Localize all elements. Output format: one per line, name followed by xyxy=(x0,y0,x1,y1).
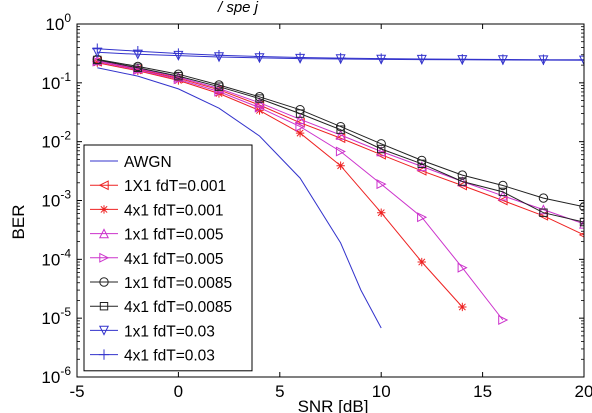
series-8-point-7 xyxy=(376,53,387,64)
series-4-point-9 xyxy=(457,262,468,273)
series-line-0 xyxy=(97,67,382,329)
series-3-point-11 xyxy=(538,204,549,215)
series-2-point-0 xyxy=(93,58,102,67)
series-6-point-7 xyxy=(377,144,386,154)
series-8-point-5 xyxy=(294,52,306,63)
series-4-point-8 xyxy=(417,212,428,223)
series-3-point-7 xyxy=(376,146,387,157)
legend-label-7: 1x1 fdT=0.03 xyxy=(124,323,215,340)
series-5-point-11 xyxy=(538,193,549,203)
series-2-point-4 xyxy=(255,106,264,115)
series-6-point-6 xyxy=(336,125,345,134)
series-8-point-0 xyxy=(92,43,103,54)
y-tick-exponent-0: -6 xyxy=(60,364,71,378)
series-8-point-4 xyxy=(254,51,265,62)
series-8-point-2 xyxy=(173,48,184,59)
x-tick-label-2: 5 xyxy=(275,382,284,401)
y-tick-exponent-1: -5 xyxy=(60,305,71,319)
series-4-point-4 xyxy=(254,102,265,113)
series-6-point-2 xyxy=(174,71,183,81)
plot-area xyxy=(91,43,584,329)
top-title-fragment: / spe j xyxy=(217,0,259,16)
series-6-point-1 xyxy=(133,63,143,73)
x-tick-label-1: 0 xyxy=(174,382,183,401)
series-3-point-8 xyxy=(416,161,427,172)
series-6-point-8 xyxy=(417,159,426,169)
series-3-point-5 xyxy=(295,113,306,124)
series-6-point-9 xyxy=(458,177,467,186)
series-2-point-9 xyxy=(458,302,467,312)
legend-label-4: 4x1 fdT=0.005 xyxy=(124,251,224,268)
series-2-point-2 xyxy=(174,76,183,85)
series-6-point-4 xyxy=(255,94,264,103)
series-line-5 xyxy=(97,58,584,208)
series-4-point-10 xyxy=(498,314,509,326)
series-6-point-11 xyxy=(539,208,548,217)
series-5-point-10 xyxy=(498,180,508,191)
series-8-point-3 xyxy=(213,49,225,61)
legend-label-6: 4x1 fdT=0.0085 xyxy=(124,299,232,316)
x-tick-label-5: 20 xyxy=(575,382,592,401)
legend-label-5: 1x1 fdT=0.0085 xyxy=(124,275,232,292)
x-tick-label-0: -5 xyxy=(69,382,84,401)
legend-marker-1 xyxy=(98,180,109,191)
y-tick-exponent-5: -1 xyxy=(60,70,71,84)
series-2-point-8 xyxy=(417,257,426,267)
series-4-point-6 xyxy=(335,146,346,157)
series-line-4 xyxy=(97,61,504,321)
legend: AWGN 1X1 fdT=0.001 4x1 fdT=0.001 1x1 fdT=0.… xyxy=(83,144,253,372)
legend-marker-6 xyxy=(99,302,109,311)
series-6 xyxy=(93,55,584,227)
y-tick-exponent-6: 0 xyxy=(64,11,71,25)
legend-label-2: 4x1 fdT=0.001 xyxy=(124,202,224,219)
y-tick-exponent-4: -2 xyxy=(60,129,71,143)
legend-marker-7 xyxy=(98,325,110,336)
series-line-6 xyxy=(97,59,584,223)
y-axis-title: BER xyxy=(9,205,28,240)
y-tick-exponent-3: -3 xyxy=(60,188,71,202)
series-8-point-8 xyxy=(416,53,427,65)
legend-marker-5 xyxy=(99,277,109,287)
legend-label-1: 1X1 fdT=0.001 xyxy=(124,178,226,195)
series-2-point-5 xyxy=(295,128,305,138)
series-5-point-7 xyxy=(376,139,386,149)
legend-label-3: 1x1 fdT=0.005 xyxy=(124,227,224,244)
series-8-point-12 xyxy=(578,54,584,66)
series-3-point-6 xyxy=(335,129,346,140)
series-5-point-9 xyxy=(457,170,468,180)
x-tick-label-3: 10 xyxy=(372,382,391,401)
series-8 xyxy=(92,43,584,66)
series-0 xyxy=(97,67,382,329)
series-2-point-6 xyxy=(336,161,345,170)
series-8-point-10 xyxy=(497,54,509,65)
series-6-point-5 xyxy=(295,109,305,118)
legend-label-8: 4x1 fdT=0.03 xyxy=(124,348,215,365)
legend-marker-8 xyxy=(98,349,110,360)
legend-marker-4 xyxy=(99,252,110,263)
series-4-point-5 xyxy=(295,121,306,132)
series-6-point-10 xyxy=(498,187,508,197)
legend-marker-2 xyxy=(99,205,109,214)
series-8-point-1 xyxy=(132,45,144,57)
series-8-point-11 xyxy=(538,54,549,65)
y-tick-exponent-2: -4 xyxy=(60,246,71,260)
series-8-point-9 xyxy=(457,54,468,65)
legend-label-0: AWGN xyxy=(124,154,172,171)
series-8-point-6 xyxy=(335,52,346,64)
series-2-point-7 xyxy=(377,208,386,217)
series-4-point-7 xyxy=(376,179,387,190)
series-line-2 xyxy=(97,62,463,308)
x-tick-label-4: 15 xyxy=(473,382,492,401)
legend-marker-3 xyxy=(98,228,110,239)
x-axis-title: SNR [dB] xyxy=(298,397,369,413)
series-6-point-3 xyxy=(214,82,224,91)
